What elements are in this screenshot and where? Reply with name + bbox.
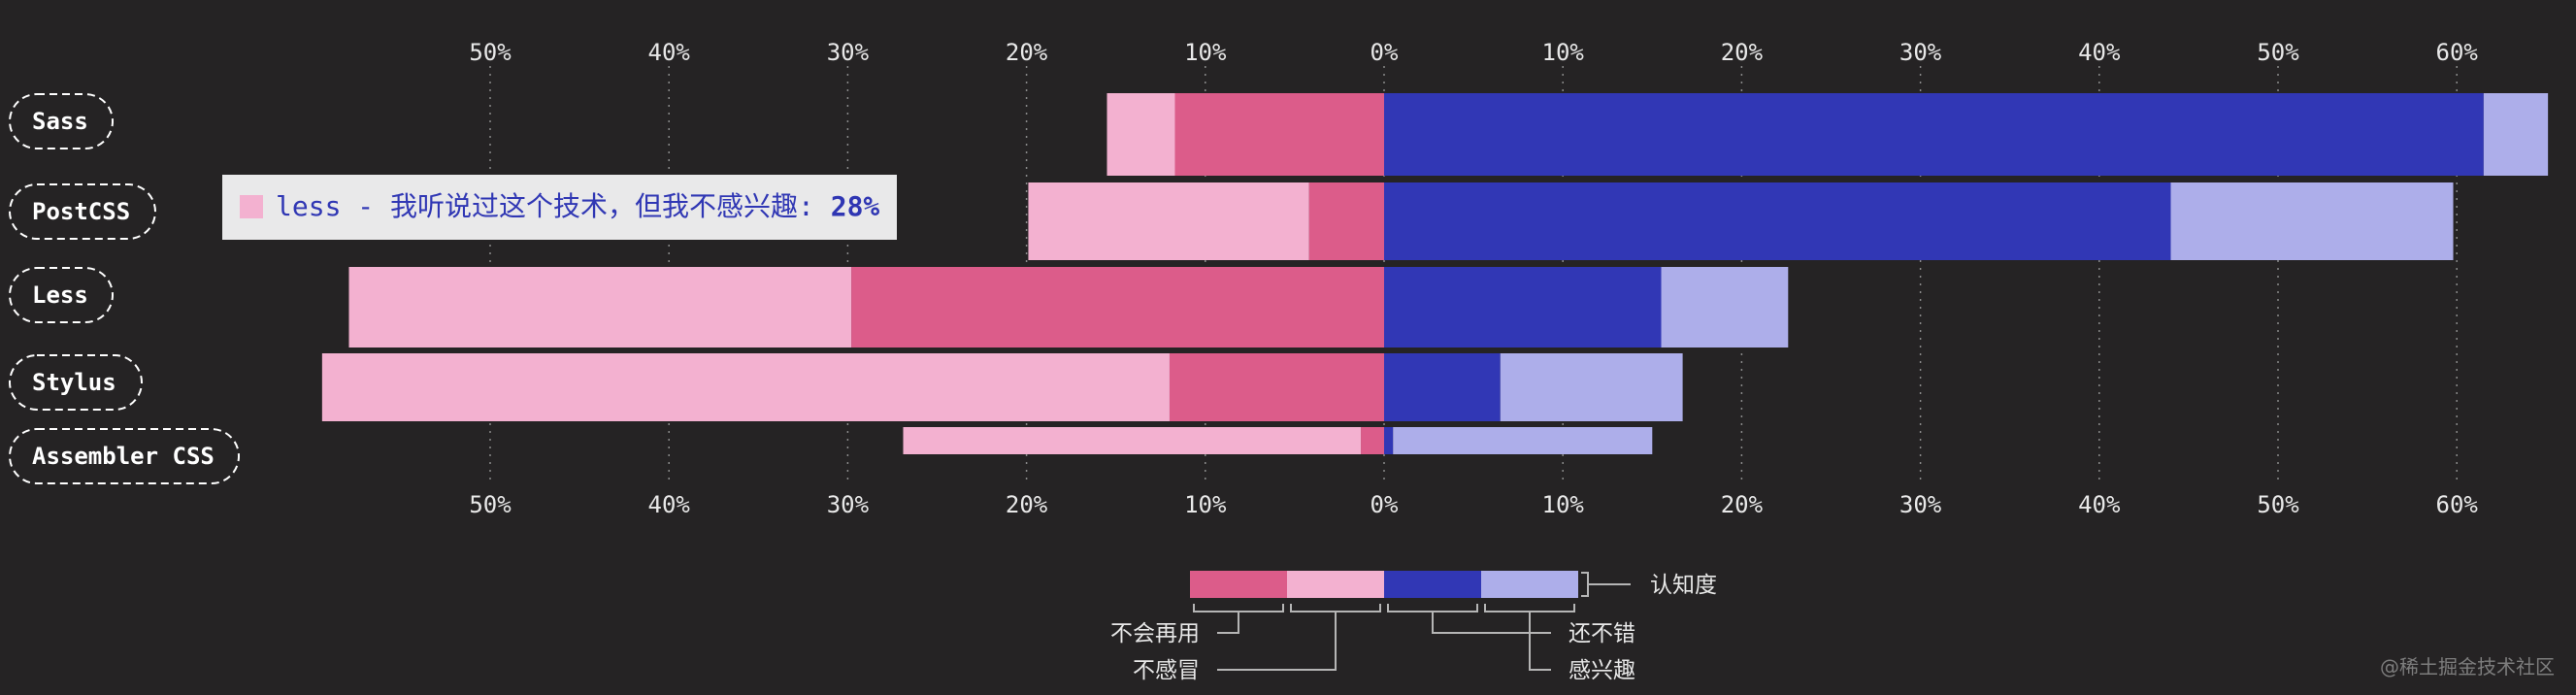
row-label-pill[interactable]: [9, 354, 143, 411]
bar-satisfied[interactable]: [1384, 427, 1394, 454]
x-tick-label-top: 0%: [1371, 39, 1399, 66]
legend-leader: [1529, 612, 1551, 671]
x-tick-label-top: 50%: [469, 39, 512, 66]
x-tick-label-top: 20%: [1721, 39, 1764, 66]
row-label: Sass: [32, 108, 88, 135]
bar-interested[interactable]: [1500, 353, 1683, 421]
x-axis-top: 50% 40% 30% 20% 10% 0% 10% 20% 30% 40% 50% 60%: [469, 39, 2478, 66]
legend-swatch: [1287, 571, 1384, 598]
x-tick-label-bottom: 50%: [2257, 491, 2299, 518]
watermark: @稀土掘金技术社区: [2380, 655, 2555, 678]
row-label-pill[interactable]: [9, 93, 114, 149]
x-axis-bottom: 50% 40% 30% 20% 10% 0% 10% 20% 30% 40% 50% 60%: [469, 491, 2478, 518]
bar-interested[interactable]: [1393, 427, 1653, 454]
legend-bracket: [1193, 604, 1284, 612]
bar-not-interested[interactable]: [348, 267, 852, 348]
bar-wont-use[interactable]: [1308, 182, 1384, 260]
row-label-pill[interactable]: [9, 428, 240, 484]
bar-satisfied[interactable]: [1384, 182, 2171, 260]
x-tick-label-bottom: 40%: [2078, 491, 2121, 518]
x-tick-label-top: 40%: [2078, 39, 2121, 66]
x-tick-label-top: 30%: [827, 39, 870, 66]
x-tick-label-bottom: 60%: [2436, 491, 2479, 518]
x-tick-label-top: 10%: [1542, 39, 1585, 66]
legend-bracket: [1484, 604, 1575, 612]
x-tick-label-top: 40%: [648, 39, 691, 66]
bar-satisfied[interactable]: [1384, 93, 2484, 176]
tooltip-swatch: [240, 195, 263, 218]
legend-bracket: [1387, 604, 1478, 612]
bar-wont-use[interactable]: [1174, 93, 1384, 176]
row-label: Stylus: [32, 369, 116, 396]
legend-label: 感兴趣: [1569, 658, 1635, 683]
bar-interested[interactable]: [2483, 93, 2549, 176]
legend-label: 不会再用: [1110, 621, 1200, 646]
row-labels: Sass PostCSS Less Stylus Assembler CSS: [9, 93, 240, 484]
tooltip-box: [222, 175, 897, 240]
bar-wont-use[interactable]: [851, 267, 1384, 348]
row-label: Less: [32, 281, 88, 309]
legend-swatch: [1384, 571, 1481, 598]
x-tick-label-bottom: 30%: [1899, 491, 1942, 518]
bars: [321, 93, 2549, 454]
row-label: PostCSS: [32, 198, 130, 225]
row-label: Assembler CSS: [32, 443, 215, 470]
bar-satisfied[interactable]: [1384, 267, 1662, 348]
x-tick-label-bottom: 40%: [648, 491, 691, 518]
tooltip: less - 我听说过这个技术，但我不感兴趣: 28%: [222, 175, 897, 240]
x-tick-label-top: 20%: [1006, 39, 1048, 66]
legend-swatch: [1190, 571, 1287, 598]
x-tick-label-bottom: 50%: [469, 491, 512, 518]
x-tick-label-bottom: 20%: [1006, 491, 1048, 518]
tooltip-label: less - 我听说过这个技术，但我不感兴趣:: [276, 190, 831, 222]
legend-bracket: [1290, 604, 1381, 612]
bar-wont-use[interactable]: [1169, 353, 1384, 421]
x-tick-label-bottom: 30%: [827, 491, 870, 518]
row-label-pill[interactable]: [9, 183, 156, 240]
bar-not-interested[interactable]: [1028, 182, 1309, 260]
legend-leader: [1217, 612, 1239, 634]
row-label-pill[interactable]: [9, 267, 114, 323]
legend-leader: [1217, 612, 1337, 671]
x-tick-label-top: 30%: [1899, 39, 1942, 66]
x-tick-label-bottom: 20%: [1721, 491, 1764, 518]
awareness-bracket: [1581, 572, 1631, 597]
x-tick-label-top: 10%: [1184, 39, 1227, 66]
bar-not-interested[interactable]: [903, 427, 1362, 454]
bar-interested[interactable]: [1661, 267, 1789, 348]
x-tick-label-bottom: 10%: [1184, 491, 1227, 518]
legend-leader: [1432, 612, 1551, 634]
bar-interested[interactable]: [2170, 182, 2454, 260]
bar-not-interested[interactable]: [321, 353, 1170, 421]
bar-not-interested[interactable]: [1106, 93, 1175, 176]
x-tick-label-top: 60%: [2436, 39, 2479, 66]
x-tick-label-bottom: 10%: [1542, 491, 1585, 518]
tooltip-value: 28%: [831, 190, 880, 222]
x-tick-label-bottom: 0%: [1371, 491, 1399, 518]
tooltip-text: less - 我听说过这个技术，但我不感兴趣: 28%: [276, 190, 879, 222]
legend-swatch: [1481, 571, 1578, 598]
x-tick-label-top: 50%: [2257, 39, 2299, 66]
bar-wont-use[interactable]: [1361, 427, 1384, 454]
legend-label: 不感冒: [1133, 658, 1200, 683]
bar-satisfied[interactable]: [1384, 353, 1501, 421]
legend-label: 还不错: [1569, 621, 1635, 646]
legend-awareness-label: 认知度: [1650, 573, 1717, 598]
